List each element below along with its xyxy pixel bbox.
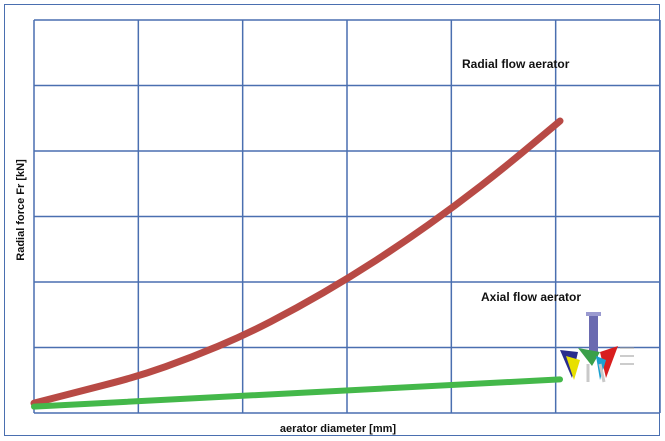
series-line-axial (31, 376, 563, 410)
series-label-axial: Axial flow aerator (481, 290, 581, 304)
series-label-radial: Radial flow aerator (462, 57, 570, 71)
series-lines (30, 117, 564, 410)
axial-aerator-icon (560, 312, 634, 383)
series-line-radial (30, 117, 564, 407)
x-axis-label: aerator diameter [mm] (280, 423, 396, 435)
y-axis-label: Radial force Fr [kN] (15, 159, 27, 261)
